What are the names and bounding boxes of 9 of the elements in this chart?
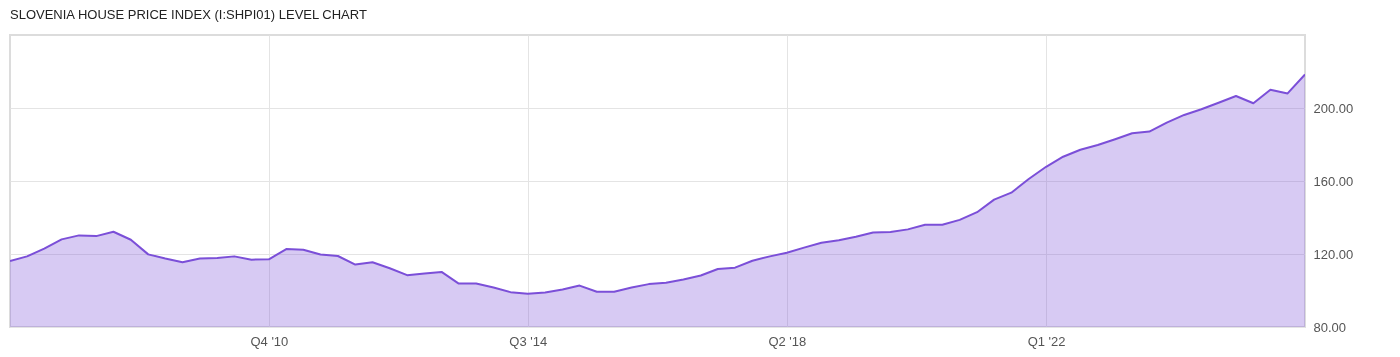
y-tick-label: 120.00	[1313, 246, 1354, 262]
y-tick-label: 160.00	[1313, 173, 1354, 189]
y-tick-label: 200.00	[1313, 100, 1354, 116]
x-tick-label: Q1 '22	[1027, 333, 1066, 349]
x-tick-label: Q3 '14	[509, 333, 548, 349]
x-tick-label: Q2 '18	[768, 333, 807, 349]
x-tick-label: Q4 '10	[250, 333, 289, 349]
chart-title: SLOVENIA HOUSE PRICE INDEX (I:SHPI01) LEVEL CHART	[10, 7, 367, 22]
y-tick-label: 80.00	[1313, 319, 1347, 335]
